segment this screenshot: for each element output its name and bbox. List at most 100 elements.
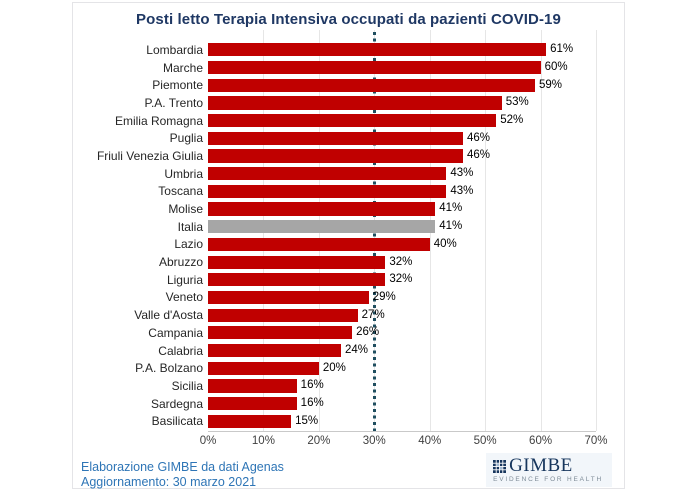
bar-track: 41% [208, 202, 596, 216]
category-label: Marche [162, 60, 203, 75]
category-label: Sardegna [150, 396, 203, 411]
gridline [485, 30, 487, 431]
value-label: 53% [505, 96, 529, 109]
bar-row: Calabria 24% [79, 342, 596, 360]
bar-rows: Lombardia 61% Marche 60% Piemonte 59% P.A. Tre… [79, 41, 596, 430]
bar-row: Emilia Romagna 52% [79, 112, 596, 130]
bar-track: 52% [208, 114, 596, 128]
x-tick-label: 20% [307, 435, 331, 447]
bar [208, 167, 447, 181]
value-label: 16% [300, 379, 324, 392]
bar-track: 20% [208, 361, 596, 375]
bar-row: Lazio 40% [79, 236, 596, 254]
value-label: 59% [539, 78, 563, 91]
category-label: Liguria [166, 272, 203, 287]
gimbe-logo: GIMBE EVIDENCE FOR HEALTH [486, 453, 612, 487]
bar-row: Sicilia 16% [79, 377, 596, 395]
value-label: 52% [500, 114, 524, 126]
x-tick-label: 50% [473, 435, 497, 447]
bar [208, 273, 386, 287]
value-label: 46% [466, 131, 490, 144]
value-label: 43% [450, 184, 474, 197]
category-label: Sicilia [171, 378, 203, 393]
value-label: 32% [389, 273, 413, 286]
value-label: 41% [439, 220, 463, 233]
chart-title: Posti letto Terapia Intensiva occupati d… [136, 11, 561, 28]
bar [208, 114, 497, 128]
value-label: 46% [466, 149, 490, 162]
bar-track: 61% [208, 43, 596, 57]
chart-card: Posti letto Terapia Intensiva occupati d… [72, 2, 625, 489]
category-label: Molise [168, 202, 203, 217]
bar-track: 15% [208, 414, 596, 428]
category-label: Piemonte [152, 78, 203, 93]
x-tick-label: 0% [199, 435, 217, 447]
bar-chart: Lombardia 61% Marche 60% Piemonte 59% P.A. Tre… [79, 30, 608, 452]
category-label: Valle d'Aosta [134, 308, 203, 323]
category-label: Friuli Venezia Giulia [96, 148, 203, 163]
bar-row: Friuli Venezia Giulia 46% [79, 147, 596, 165]
bar-track: 27% [208, 308, 596, 322]
bar-row: Veneto 29% [79, 289, 596, 307]
bar-row: P.A. Trento 53% [79, 94, 596, 112]
value-label: 20% [322, 361, 346, 374]
bar-track: 59% [208, 78, 596, 92]
gimbe-grid-icon [493, 459, 507, 473]
bar [208, 96, 502, 110]
bar [208, 149, 463, 163]
bar [208, 202, 436, 216]
bar-track: 32% [208, 273, 596, 287]
bar [208, 361, 319, 375]
value-label: 16% [300, 397, 324, 409]
bar-row: Umbria 43% [79, 165, 596, 183]
x-tick-label: 10% [251, 435, 275, 447]
bar-row: Abruzzo 32% [79, 253, 596, 271]
bar [208, 308, 358, 322]
bar-row: Piemonte 59% [79, 76, 596, 94]
bar-track: 53% [208, 96, 596, 110]
bar [208, 379, 297, 393]
bar [208, 131, 463, 145]
category-label: Basilicata [151, 414, 203, 429]
bar-track: 16% [208, 379, 596, 393]
category-label: Emilia Romagna [114, 113, 203, 128]
value-label: 32% [389, 255, 413, 268]
update-line: Aggiornamento: 30 marzo 2021 [81, 475, 257, 489]
value-label: 43% [450, 167, 474, 180]
category-label: P.A. Trento [144, 95, 203, 110]
gridline [596, 30, 597, 431]
category-label: Puglia [169, 131, 203, 146]
category-label: Umbria [164, 166, 203, 181]
bar-row: Liguria 32% [79, 271, 596, 289]
category-label: Veneto [165, 290, 203, 305]
x-tick-label: 40% [418, 435, 442, 447]
category-label: Calabria [158, 343, 203, 358]
category-label: Lombardia [146, 42, 203, 57]
bar-row: Puglia 46% [79, 129, 596, 147]
bar [208, 60, 541, 75]
value-label: 41% [439, 202, 463, 215]
x-tick-label: 70% [584, 435, 608, 447]
bar-row: Campania 26% [79, 324, 596, 342]
value-label: 61% [550, 43, 574, 56]
x-axis: 0% 10% 20% 30% 40% 50% 60% 70% [200, 434, 608, 450]
bar [208, 414, 292, 428]
bar-row: Marche 60% [79, 59, 596, 77]
value-label: 60% [544, 60, 568, 73]
bar-row: P.A. Bolzano 20% [79, 359, 596, 377]
bar [208, 343, 342, 358]
bar [208, 397, 297, 411]
bar [208, 78, 536, 92]
bar-row: Toscana 43% [79, 183, 596, 201]
bar-row: Molise 41% [79, 200, 596, 218]
bar [208, 326, 353, 340]
bar-row: Valle d'Aosta 27% [79, 306, 596, 324]
value-label: 24% [345, 343, 369, 356]
category-label: Campania [148, 325, 203, 340]
bar [208, 237, 430, 251]
bar-track: 43% [208, 167, 596, 181]
bar-track: 43% [208, 184, 596, 198]
bar-row: Basilicata 15% [79, 412, 596, 430]
bar-track: 46% [208, 149, 596, 163]
bar-track: 26% [208, 326, 596, 340]
